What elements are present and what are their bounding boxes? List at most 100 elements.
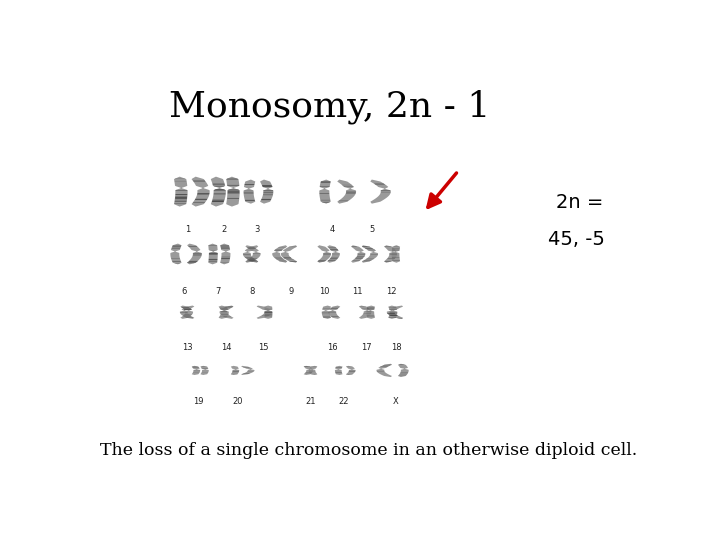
Polygon shape	[214, 190, 225, 191]
Text: 18: 18	[392, 343, 402, 353]
Polygon shape	[246, 245, 261, 263]
Polygon shape	[200, 366, 209, 375]
Polygon shape	[351, 245, 365, 263]
Polygon shape	[209, 259, 217, 260]
Polygon shape	[328, 247, 336, 248]
Text: 12: 12	[386, 287, 397, 296]
Polygon shape	[228, 193, 239, 194]
Text: The loss of a single chromosome in an otherwise diploid cell.: The loss of a single chromosome in an ot…	[100, 442, 638, 459]
Polygon shape	[263, 186, 272, 187]
Text: 10: 10	[319, 287, 330, 296]
Text: 20: 20	[233, 397, 243, 407]
Polygon shape	[220, 262, 229, 263]
Polygon shape	[180, 306, 194, 319]
Text: 8: 8	[249, 287, 254, 296]
Polygon shape	[175, 198, 187, 199]
Polygon shape	[387, 258, 395, 259]
Polygon shape	[398, 364, 409, 377]
Polygon shape	[328, 306, 341, 319]
Text: 1: 1	[185, 225, 190, 234]
Polygon shape	[387, 306, 403, 319]
Polygon shape	[319, 180, 330, 204]
Text: 2n =: 2n =	[556, 193, 603, 212]
Polygon shape	[335, 366, 343, 375]
Text: 16: 16	[328, 343, 338, 353]
Polygon shape	[214, 193, 225, 194]
Text: 15: 15	[258, 343, 269, 353]
Polygon shape	[212, 184, 225, 185]
Polygon shape	[187, 244, 202, 265]
Text: Monosomy, 2n - 1: Monosomy, 2n - 1	[169, 90, 490, 124]
Polygon shape	[197, 193, 210, 194]
Polygon shape	[328, 245, 340, 263]
Text: 13: 13	[182, 343, 193, 353]
Polygon shape	[321, 181, 330, 182]
Polygon shape	[195, 199, 207, 200]
Polygon shape	[272, 245, 287, 263]
Text: 9: 9	[288, 287, 294, 296]
Polygon shape	[392, 245, 400, 263]
Polygon shape	[174, 177, 188, 207]
Text: 3: 3	[255, 225, 260, 234]
Polygon shape	[260, 180, 274, 204]
Polygon shape	[171, 258, 180, 259]
Polygon shape	[318, 261, 325, 262]
Text: X: X	[393, 397, 399, 407]
Polygon shape	[245, 184, 254, 185]
Polygon shape	[243, 245, 258, 263]
Polygon shape	[192, 177, 210, 207]
Text: 6: 6	[181, 287, 186, 296]
Polygon shape	[346, 366, 356, 375]
Polygon shape	[371, 180, 391, 204]
Polygon shape	[228, 191, 239, 192]
Polygon shape	[181, 306, 193, 319]
Polygon shape	[226, 177, 240, 207]
Polygon shape	[228, 190, 239, 191]
Polygon shape	[220, 306, 233, 319]
Polygon shape	[220, 244, 230, 265]
Polygon shape	[193, 180, 204, 181]
Polygon shape	[244, 193, 253, 194]
Text: 22: 22	[338, 397, 349, 407]
Polygon shape	[231, 366, 239, 375]
Polygon shape	[281, 245, 297, 263]
Text: 21: 21	[305, 397, 315, 407]
Polygon shape	[209, 259, 217, 260]
Polygon shape	[384, 245, 397, 263]
Polygon shape	[208, 244, 217, 265]
Polygon shape	[388, 306, 397, 319]
Polygon shape	[264, 306, 272, 319]
Polygon shape	[228, 185, 239, 186]
Polygon shape	[320, 193, 329, 194]
Polygon shape	[221, 258, 230, 259]
Polygon shape	[211, 177, 226, 207]
Polygon shape	[362, 245, 378, 263]
Text: 17: 17	[361, 343, 372, 353]
Polygon shape	[197, 194, 209, 195]
Polygon shape	[365, 248, 373, 249]
Polygon shape	[338, 180, 356, 204]
Polygon shape	[377, 364, 392, 377]
Polygon shape	[262, 185, 272, 186]
Polygon shape	[212, 201, 224, 202]
Text: 7: 7	[216, 287, 221, 296]
Polygon shape	[320, 182, 330, 183]
Polygon shape	[209, 245, 217, 246]
Text: 11: 11	[353, 287, 363, 296]
Polygon shape	[241, 366, 254, 375]
Polygon shape	[359, 306, 372, 319]
Polygon shape	[192, 366, 200, 375]
Polygon shape	[171, 244, 181, 265]
Polygon shape	[375, 184, 385, 185]
Text: 5: 5	[369, 225, 374, 234]
Polygon shape	[176, 190, 187, 191]
Polygon shape	[176, 194, 187, 195]
Text: 19: 19	[194, 397, 204, 407]
Polygon shape	[172, 246, 181, 247]
Polygon shape	[318, 245, 331, 263]
Polygon shape	[228, 198, 239, 199]
Text: 4: 4	[330, 225, 336, 234]
Polygon shape	[219, 306, 229, 319]
Polygon shape	[264, 192, 273, 193]
Polygon shape	[322, 306, 331, 319]
